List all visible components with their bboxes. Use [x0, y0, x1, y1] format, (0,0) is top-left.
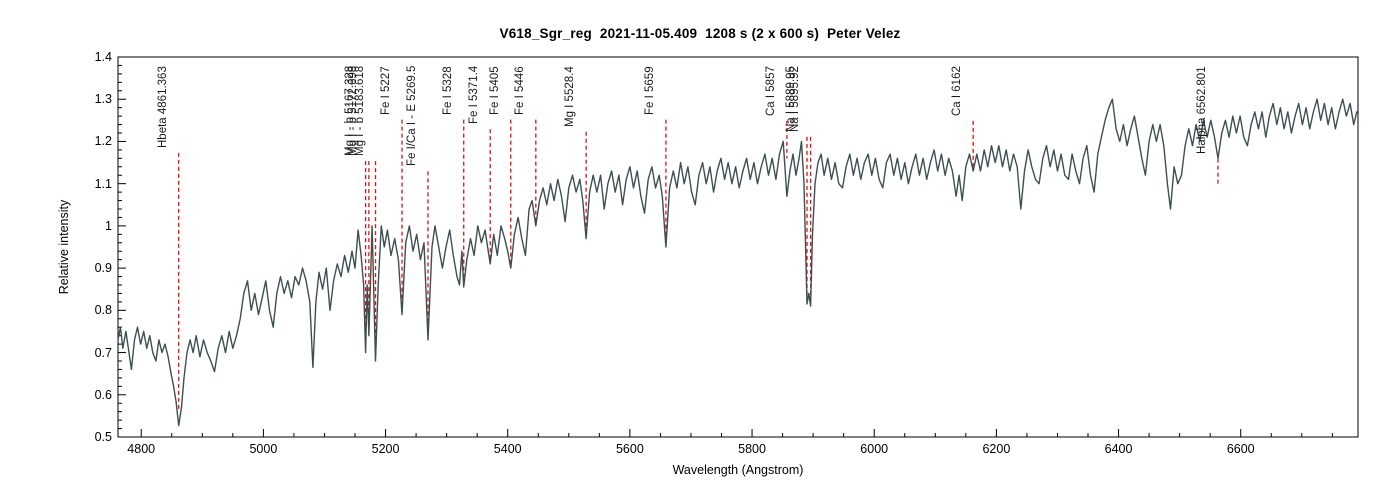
spectral-line-label: Fe I 5446 [513, 65, 526, 115]
x-tick-label: 6400 [1104, 442, 1133, 456]
x-tick-label: 5000 [249, 442, 278, 456]
y-tick-label: 0.8 [94, 303, 112, 318]
spectral-line-label: Fe I 5227 [380, 65, 393, 115]
chart-title: V618_Sgr_reg 2021-11-05.409 1208 s (2 x … [499, 26, 901, 41]
y-tick-label: 1.1 [94, 176, 112, 191]
y-tick-label: 1.4 [94, 50, 112, 64]
y-tick-label: 0.9 [94, 261, 112, 276]
x-axis-label: Wavelength (Angstrom) [672, 463, 804, 477]
spectral-line-label: Halpha 6562.801 [1195, 65, 1208, 154]
spectral-line-label: Fe I 5371.4 [468, 65, 481, 125]
x-tick-label: 5600 [615, 442, 644, 456]
spectrum-curve [117, 98, 1358, 427]
spectral-line-label: Mg I - b 5183.618 [353, 65, 366, 157]
x-tick-label: 5800 [738, 442, 766, 456]
x-tick-label: 5400 [493, 442, 522, 456]
x-tick-label: 6200 [982, 442, 1011, 456]
plot-frame [117, 56, 1359, 438]
x-tick-label: 4800 [127, 442, 156, 456]
x-tick-label: 5200 [371, 442, 400, 456]
spectral-line-label: Fe I/Ca I - E 5269.5 [406, 65, 418, 167]
y-tick-label: 1.2 [94, 134, 112, 149]
spectral-line-label: Fe I 5659 [643, 65, 656, 115]
y-tick-label: 0.6 [94, 387, 112, 402]
spectral-line-label: Fe I 5405 [488, 65, 501, 115]
spectral-line-label: Ca I 5857 [764, 65, 777, 116]
y-tick-label: 0.5 [94, 430, 112, 444]
y-tick-label: 0.7 [94, 345, 112, 360]
spectral-line-label: Fe I 5328 [441, 65, 454, 115]
x-tick-label: 6000 [860, 442, 889, 456]
spectral-line-label: Mg I 5528.4 [564, 66, 577, 127]
spectral-line-label: Na I 5895.92 [788, 65, 801, 132]
spectral-line-label: Hbeta 4861.363 [156, 65, 169, 148]
y-tick-label: 1 [105, 218, 112, 233]
y-tick-label: 1.3 [94, 92, 112, 107]
x-tick-label: 6600 [1226, 442, 1255, 456]
spectral-line-label: Ca I 6162 [951, 65, 964, 116]
